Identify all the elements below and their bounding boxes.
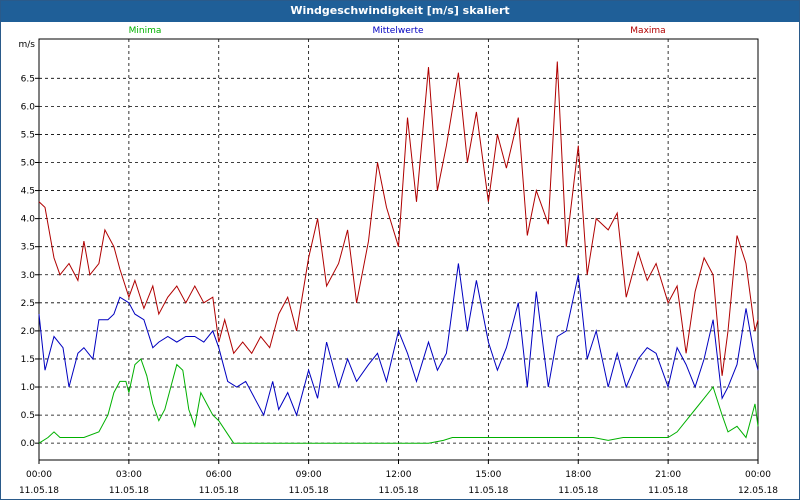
x-tick-date: 11.05.18 (378, 486, 418, 496)
x-tick-date: 11.05.18 (19, 486, 59, 496)
y-tick-label: 5.5 (21, 130, 35, 140)
x-tick-time: 18:00 (565, 470, 591, 480)
window-title: Windgeschwindigkeit [m/s] skaliert (290, 4, 510, 17)
y-tick-label: 0.5 (21, 411, 35, 421)
y-tick-label: 4.0 (21, 215, 36, 225)
x-tick-time: 00:00 (26, 470, 52, 480)
x-tick-time: 15:00 (475, 470, 501, 480)
x-tick-date: 12.05.18 (738, 486, 778, 496)
x-tick-date: 11.05.18 (648, 486, 688, 496)
y-tick-label: 1.5 (21, 355, 35, 365)
y-tick-label: 5.0 (21, 158, 36, 168)
legend-minima: Minima (129, 26, 162, 36)
legend-maxima: Maxima (630, 26, 665, 36)
y-tick-label: 2.5 (21, 299, 35, 309)
x-tick-time: 03:00 (116, 470, 142, 480)
y-tick-label: 4.5 (21, 187, 35, 197)
x-tick-date: 11.05.18 (199, 486, 239, 496)
y-tick-label: 3.0 (21, 271, 36, 281)
title-bar: Windgeschwindigkeit [m/s] skaliert (1, 1, 799, 22)
y-tick-label: 0.0 (21, 439, 36, 449)
y-tick-label: 3.5 (21, 243, 35, 253)
y-tick-label: 6.0 (21, 102, 36, 112)
x-tick-time: 00:00 (745, 470, 771, 480)
y-tick-label: 2.0 (21, 327, 36, 337)
x-tick-time: 06:00 (206, 470, 232, 480)
x-tick-date: 11.05.18 (558, 486, 598, 496)
series-line-minima (38, 358, 759, 444)
x-tick-date: 11.05.18 (109, 486, 149, 496)
x-tick-date: 11.05.18 (468, 486, 508, 496)
series-line-maxima (38, 61, 759, 376)
y-axis-label: m/s (19, 40, 36, 50)
legend-mittelwerte: Mittelwerte (372, 26, 423, 36)
x-tick-time: 12:00 (386, 470, 412, 480)
x-tick-time: 09:00 (296, 470, 322, 480)
y-tick-label: 1.0 (21, 383, 36, 393)
x-tick-time: 21:00 (655, 470, 681, 480)
y-tick-label: 6.5 (21, 74, 35, 84)
series-line-mittelwerte (38, 263, 759, 417)
x-tick-date: 11.05.18 (289, 486, 329, 496)
